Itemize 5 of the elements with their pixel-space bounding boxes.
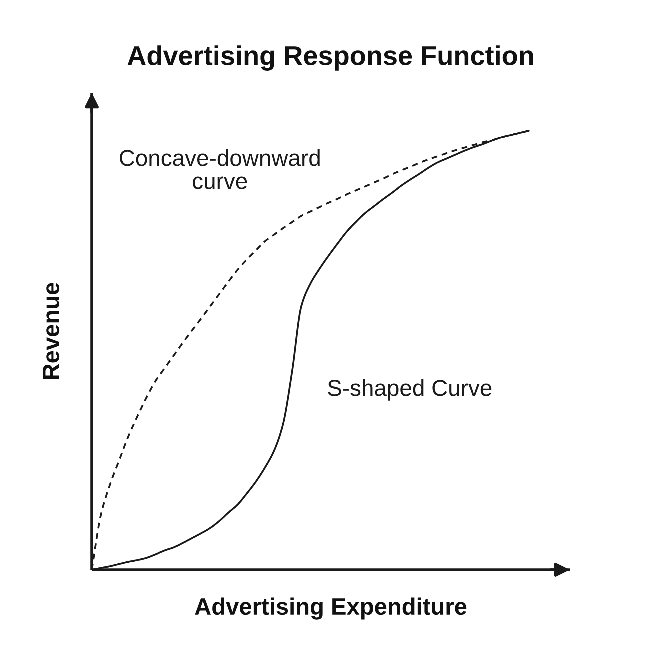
chart-title: Advertising Response Function — [128, 46, 534, 71]
series-label: S-shaped Curve — [328, 379, 492, 401]
y-axis-title: Revenue — [43, 283, 60, 380]
series-label: Concave-downward curve — [120, 150, 320, 190]
x-axis-title: Advertising Expenditure — [195, 598, 467, 620]
